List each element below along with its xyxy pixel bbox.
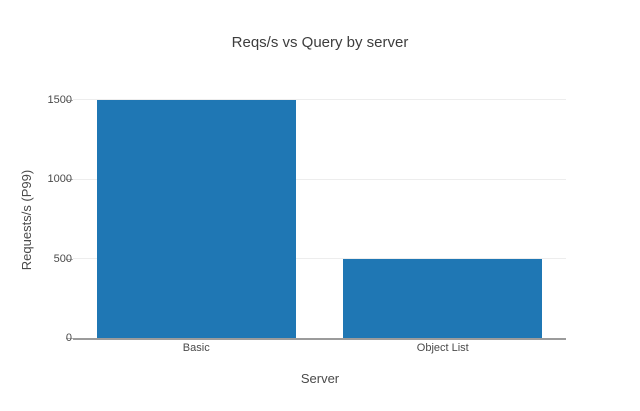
y-gridline xyxy=(73,99,566,101)
y-gridline xyxy=(73,178,566,180)
x-axis-title: Server xyxy=(300,371,340,386)
bar-basic xyxy=(96,99,296,338)
y-tick-label: 500 xyxy=(53,252,72,265)
x-tick-label: Basic xyxy=(182,342,210,354)
y-gridline xyxy=(73,258,566,260)
x-tick-label: Object List xyxy=(416,342,469,354)
y-tick-mark xyxy=(66,258,73,260)
y-tick-label: 0 xyxy=(65,332,72,344)
y-tick-mark xyxy=(66,99,73,101)
plot-area xyxy=(73,85,566,340)
chart-title: Reqs/s vs Query by server xyxy=(231,34,409,51)
y-tick-label: 1500 xyxy=(47,93,72,106)
y-tick-label: 1000 xyxy=(47,173,72,186)
y-tick-mark xyxy=(66,338,73,339)
y-tick-mark xyxy=(66,179,73,181)
bar-object-list xyxy=(343,258,543,338)
y-axis-title: Requests/s (P99) xyxy=(19,169,34,271)
